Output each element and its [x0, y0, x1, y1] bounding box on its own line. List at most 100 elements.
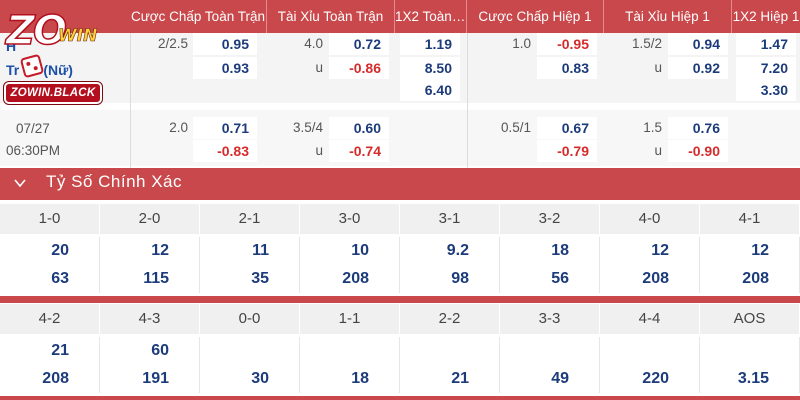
odds-handicap-away[interactable]: -0.79 [537, 140, 597, 162]
odds-under[interactable]: -0.90 [668, 140, 728, 162]
score-odds-value[interactable]: 220 [642, 370, 669, 387]
score-odds-value[interactable]: 3.15 [737, 370, 769, 387]
odds-over[interactable]: 0.76 [668, 117, 728, 139]
odds-1x2-away[interactable]: 7.20 [736, 57, 796, 79]
score-odds-cell[interactable]: 9.2 98 [400, 237, 500, 293]
odds-under[interactable]: -0.74 [329, 140, 389, 162]
col-1x2-h1[interactable]: 1X2 Hiệp 1 [732, 9, 800, 24]
score-odds-cell[interactable]: 3.15 [700, 337, 800, 393]
odds-handicap-away[interactable]: -0.83 [193, 140, 257, 162]
col-over-under-full[interactable]: Tài Xỉu Toàn Trận [267, 0, 395, 33]
logo-badge: ZOWIN.BLACK [4, 82, 102, 104]
score-odds-value[interactable] [700, 337, 769, 365]
score-odds-value[interactable]: 208 [742, 270, 769, 287]
col-over-under-h1[interactable]: Tài Xỉu Hiệp 1 [604, 0, 732, 33]
score-odds-value[interactable]: 9.2 [446, 242, 469, 259]
odds-over[interactable]: 0.72 [329, 33, 389, 55]
score-odds-value[interactable]: 49 [551, 370, 569, 387]
score-odds-cell[interactable]: 30 [200, 337, 300, 393]
score-odds-value[interactable]: 30 [251, 370, 269, 387]
score-odds-value[interactable]: 208 [642, 270, 669, 287]
match-time: 06:30PM [6, 143, 61, 158]
handicap-line: 0.5/1 [500, 120, 531, 135]
score-odds-cell[interactable]: 220 [600, 337, 700, 393]
match-row-2 [0, 110, 800, 166]
score-odds-cell[interactable]: 21 208 [0, 337, 100, 393]
odds-handicap-home[interactable]: 0.67 [537, 117, 597, 139]
odds-1x2-home[interactable]: 1.47 [736, 33, 796, 55]
score-odds-value[interactable]: 10 [351, 242, 369, 259]
score-odds-value[interactable]: 18 [351, 370, 369, 387]
odds-handicap-home[interactable]: 0.95 [193, 33, 257, 55]
score-odds-cell[interactable]: 12 208 [700, 237, 800, 293]
over-under-line: 4.0 [304, 36, 323, 51]
odds-under[interactable]: -0.86 [329, 57, 389, 79]
score-odds-value[interactable]: 20 [51, 242, 69, 259]
chevron-down-icon[interactable] [14, 177, 26, 189]
score-odds-cell[interactable]: 12 208 [600, 237, 700, 293]
col-handicap-h1[interactable]: Cược Chấp Hiệp 1 [467, 0, 604, 33]
score-label: AOS [700, 304, 800, 334]
score-odds-value[interactable]: 208 [42, 370, 69, 387]
score-odds-cell[interactable]: 20 63 [0, 237, 100, 293]
score-odds-value[interactable]: 60 [151, 342, 169, 359]
divider [130, 33, 131, 168]
odds-over[interactable]: 0.94 [668, 33, 728, 55]
score-odds-cell[interactable]: 60 191 [100, 337, 200, 393]
score-odds-value[interactable]: 12 [151, 242, 169, 259]
score-odds-value[interactable]: 12 [751, 242, 769, 259]
odds-1x2-draw[interactable]: 6.40 [400, 79, 460, 101]
score-odds-value[interactable] [300, 337, 369, 365]
odds-handicap-away[interactable]: 0.83 [537, 57, 597, 79]
score-odds-value[interactable]: 11 [252, 242, 269, 259]
score-odds-cell[interactable]: 18 [300, 337, 400, 393]
score-odds-value[interactable]: 35 [251, 270, 269, 287]
odds-handicap-away[interactable]: 0.93 [193, 57, 257, 79]
score-odds-value[interactable]: 63 [51, 270, 69, 287]
handicap-line: 2.0 [169, 120, 188, 135]
score-odds-value[interactable]: 12 [651, 242, 669, 259]
odds-over[interactable]: 0.60 [329, 117, 389, 139]
score-odds-value[interactable]: 191 [142, 370, 169, 387]
odds-under[interactable]: 0.92 [668, 57, 728, 79]
score-odds-value[interactable]: 56 [551, 270, 569, 287]
odds-handicap-home[interactable]: -0.95 [537, 33, 597, 55]
over-under-line: 3.5/4 [292, 120, 323, 135]
score-odds-value[interactable] [600, 337, 669, 365]
score-label: 3-0 [300, 204, 400, 234]
score-odds-cell[interactable]: 21 [400, 337, 500, 393]
score-odds-value[interactable]: 98 [451, 270, 469, 287]
score-odds-value[interactable]: 208 [342, 270, 369, 287]
score-odds-value[interactable]: 21 [51, 342, 69, 359]
score-odds-value[interactable]: 21 [451, 370, 469, 387]
score-label: 3-3 [500, 304, 600, 334]
odds-1x2-away[interactable]: 8.50 [400, 57, 460, 79]
score-odds-value[interactable]: 115 [143, 270, 169, 287]
odds-handicap-home[interactable]: 0.71 [193, 117, 257, 139]
section-title: Tỷ Số Chính Xác [46, 172, 183, 191]
score-label: 1-0 [0, 204, 100, 234]
score-odds-value[interactable] [200, 337, 269, 365]
score-label: 0-0 [200, 304, 300, 334]
odds-1x2-home[interactable]: 1.19 [400, 33, 460, 55]
score-label: 2-2 [400, 304, 500, 334]
score-odds-value[interactable] [500, 337, 569, 365]
col-1x2-full[interactable]: 1X2 Toàn Trận [395, 0, 467, 33]
logo-win-text: WIN [58, 26, 98, 47]
match-date: 07/27 [16, 121, 50, 136]
score-label: 2-0 [100, 204, 200, 234]
score-odds-cell[interactable]: 49 [500, 337, 600, 393]
score-label: 4-4 [600, 304, 700, 334]
home-team-name[interactable]: H [6, 38, 17, 54]
score-odds-cell[interactable]: 11 35 [200, 237, 300, 293]
col-handicap-full[interactable]: Cược Chấp Toàn Trận [130, 0, 267, 33]
score-odds-cell[interactable]: 10 208 [300, 237, 400, 293]
correct-score-section-header[interactable]: Tỷ Số Chính Xác [0, 168, 800, 200]
score-label: 4-3 [100, 304, 200, 334]
under-label: u [654, 143, 662, 158]
odds-1x2-draw[interactable]: 3.30 [736, 79, 796, 101]
score-odds-value[interactable]: 18 [551, 242, 569, 259]
score-odds-value[interactable] [400, 337, 469, 365]
score-odds-cell[interactable]: 18 56 [500, 237, 600, 293]
score-odds-cell[interactable]: 12 115 [100, 237, 200, 293]
